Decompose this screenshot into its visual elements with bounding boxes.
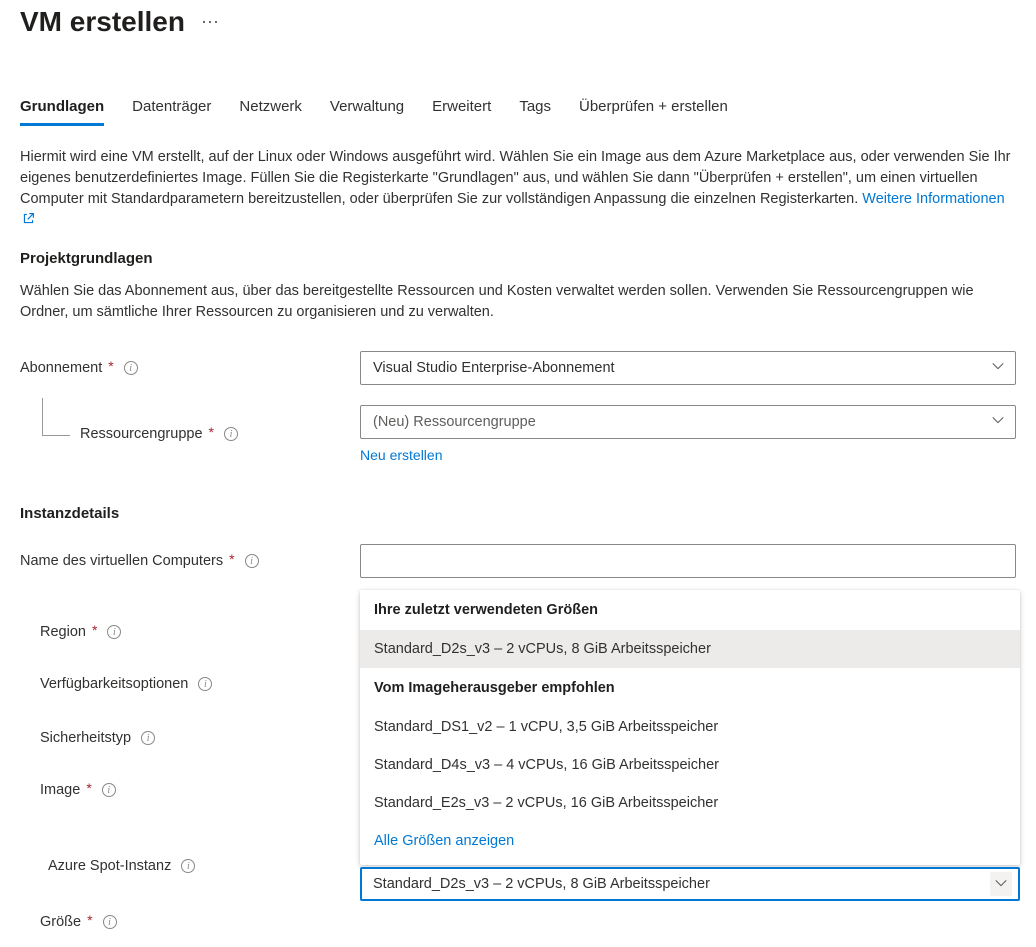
dd-recent-header: Ihre zuletzt verwendeten Größen bbox=[360, 590, 1020, 630]
resourcegroup-label: Ressourcengruppe bbox=[80, 426, 203, 442]
dd-recommended-header: Vom Imageherausgeber empfohlen bbox=[360, 668, 1020, 708]
size-label-row: Größe * bbox=[40, 914, 360, 930]
size-value: Standard_D2s_v3 – 2 vCPUs, 8 GiB Arbeits… bbox=[373, 876, 710, 892]
info-icon[interactable] bbox=[181, 859, 195, 873]
subscription-value: Visual Studio Enterprise-Abonnement bbox=[373, 360, 615, 376]
availability-label: Verfügbarkeitsoptionen bbox=[40, 676, 188, 692]
required-icon: * bbox=[92, 622, 97, 638]
section-project-heading: Projektgrundlagen bbox=[20, 250, 1016, 267]
resourcegroup-label-row: Ressourcengruppe * bbox=[20, 426, 360, 442]
required-icon: * bbox=[229, 551, 234, 567]
section-project-subtext: Wählen Sie das Abonnement aus, über das … bbox=[20, 281, 1016, 323]
dd-item-rec-1[interactable]: Standard_DS1_v2 – 1 vCPU, 3,5 GiB Arbeit… bbox=[360, 708, 1020, 746]
chevron-down-icon bbox=[990, 872, 1012, 896]
image-label-row: Image * bbox=[40, 782, 360, 798]
required-icon: * bbox=[209, 424, 214, 440]
section-instance-heading: Instanzdetails bbox=[20, 505, 1016, 522]
security-label: Sicherheitstyp bbox=[40, 730, 131, 746]
subscription-label-row: Abonnement * bbox=[20, 360, 360, 376]
dd-item-recent-1[interactable]: Standard_D2s_v3 – 2 vCPUs, 8 GiB Arbeits… bbox=[360, 630, 1020, 668]
info-icon[interactable] bbox=[124, 361, 138, 375]
region-label: Region bbox=[40, 624, 86, 640]
info-icon[interactable] bbox=[102, 783, 116, 797]
intro-text: Hiermit wird eine VM erstellt, auf der L… bbox=[20, 147, 1016, 232]
required-icon: * bbox=[87, 912, 92, 928]
more-actions-icon[interactable]: ⋯ bbox=[201, 12, 220, 33]
availability-label-row: Verfügbarkeitsoptionen bbox=[40, 676, 360, 692]
spot-label-row: Azure Spot-Instanz bbox=[48, 858, 360, 874]
page-title: VM erstellen bbox=[20, 6, 185, 38]
external-link-icon bbox=[22, 211, 35, 232]
info-icon[interactable] bbox=[198, 677, 212, 691]
learn-more-label: Weitere Informationen bbox=[862, 191, 1004, 207]
dd-all-sizes-link[interactable]: Alle Größen anzeigen bbox=[360, 822, 1020, 857]
info-icon[interactable] bbox=[245, 554, 259, 568]
tab-datentraeger[interactable]: Datenträger bbox=[132, 98, 211, 125]
tab-netzwerk[interactable]: Netzwerk bbox=[239, 98, 302, 125]
tab-grundlagen[interactable]: Grundlagen bbox=[20, 98, 104, 125]
dd-item-rec-2[interactable]: Standard_D4s_v3 – 4 vCPUs, 16 GiB Arbeit… bbox=[360, 746, 1020, 784]
vmname-label: Name des virtuellen Computers bbox=[20, 553, 223, 569]
indent-line-icon bbox=[42, 398, 70, 436]
info-icon[interactable] bbox=[141, 731, 155, 745]
chevron-down-icon bbox=[991, 359, 1005, 377]
size-label: Größe bbox=[40, 914, 81, 930]
size-select[interactable]: Standard_D2s_v3 – 2 vCPUs, 8 GiB Arbeits… bbox=[360, 867, 1020, 901]
tab-tags[interactable]: Tags bbox=[519, 98, 551, 125]
subscription-label: Abonnement bbox=[20, 360, 102, 376]
create-new-rg-link[interactable]: Neu erstellen bbox=[360, 447, 1016, 463]
chevron-down-icon bbox=[991, 413, 1005, 431]
tab-ueberpruefen[interactable]: Überprüfen + erstellen bbox=[579, 98, 728, 125]
required-icon: * bbox=[108, 358, 113, 374]
required-icon: * bbox=[86, 780, 91, 796]
vmname-label-row: Name des virtuellen Computers * bbox=[20, 553, 360, 569]
tab-verwaltung[interactable]: Verwaltung bbox=[330, 98, 404, 125]
size-dropdown-panel: Ihre zuletzt verwendeten Größen Standard… bbox=[360, 590, 1020, 865]
dd-item-rec-3[interactable]: Standard_E2s_v3 – 2 vCPUs, 16 GiB Arbeit… bbox=[360, 784, 1020, 822]
region-label-row: Region * bbox=[40, 624, 360, 640]
security-label-row: Sicherheitstyp bbox=[40, 730, 360, 746]
info-icon[interactable] bbox=[224, 427, 238, 441]
image-label: Image bbox=[40, 782, 80, 798]
vmname-input[interactable] bbox=[360, 544, 1016, 578]
info-icon[interactable] bbox=[107, 625, 121, 639]
tab-erweitert[interactable]: Erweitert bbox=[432, 98, 491, 125]
resourcegroup-select[interactable]: (Neu) Ressourcengruppe bbox=[360, 405, 1016, 439]
info-icon[interactable] bbox=[103, 915, 117, 929]
tabs-bar: Grundlagen Datenträger Netzwerk Verwaltu… bbox=[20, 98, 1016, 125]
subscription-select[interactable]: Visual Studio Enterprise-Abonnement bbox=[360, 351, 1016, 385]
resourcegroup-value: (Neu) Ressourcengruppe bbox=[373, 414, 536, 430]
spot-label: Azure Spot-Instanz bbox=[48, 858, 171, 874]
